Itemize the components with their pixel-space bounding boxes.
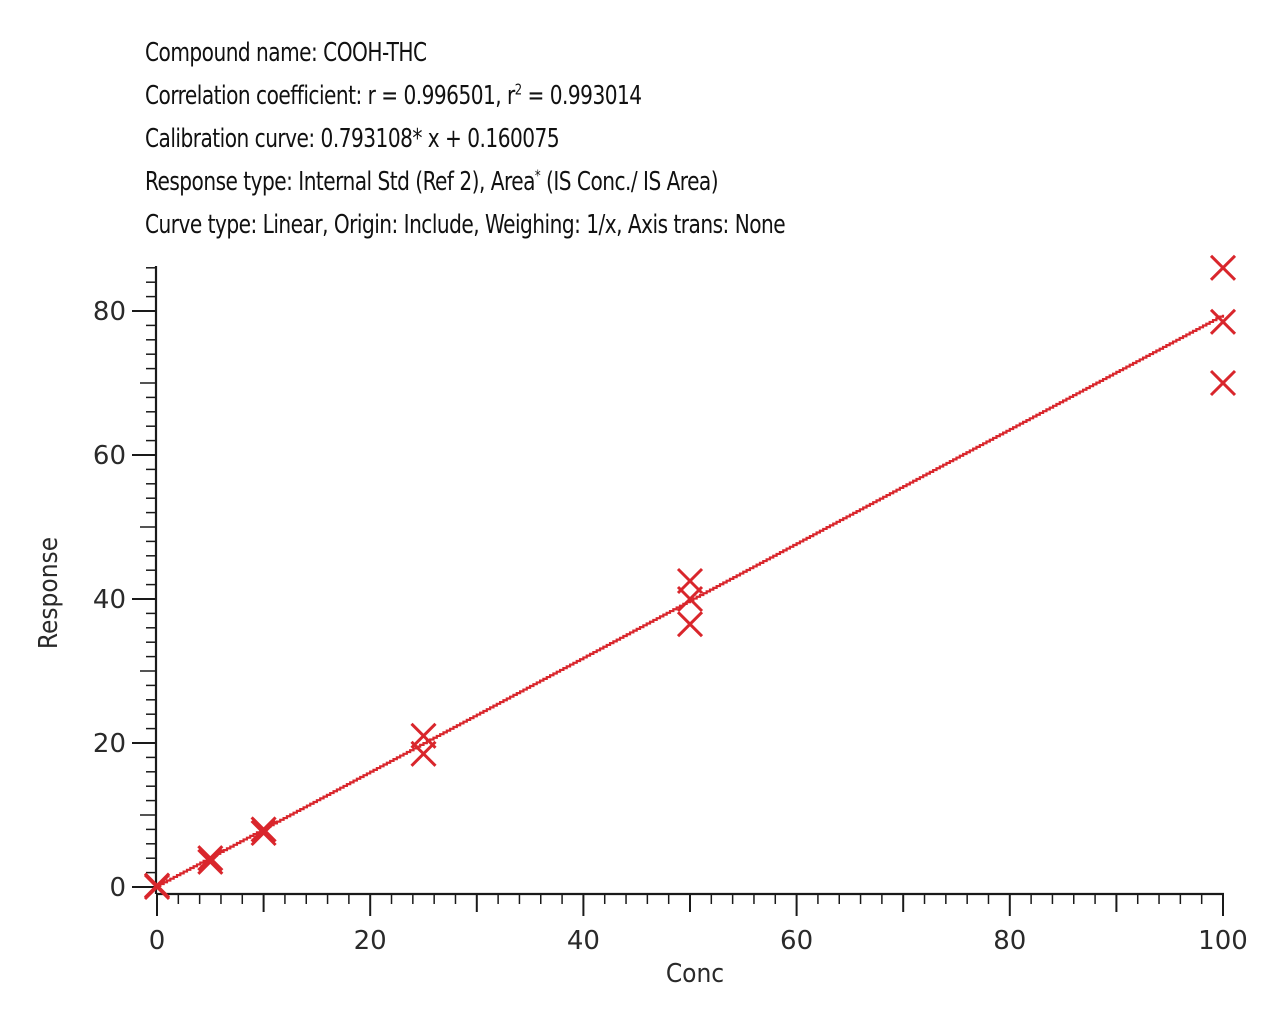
response-superscript: * bbox=[534, 166, 541, 185]
y-axis-title: Response bbox=[34, 537, 64, 649]
data-point-marker bbox=[250, 819, 277, 847]
correlation-prefix: Correlation coefficient: r = 0.996501, r bbox=[145, 81, 515, 111]
compound-name: Compound name: COOH-THC bbox=[145, 38, 427, 68]
y-tick-label: 40 bbox=[93, 585, 126, 615]
data-point-marker bbox=[1209, 254, 1237, 281]
data-point-marker bbox=[676, 567, 704, 595]
marker-stroke bbox=[250, 819, 277, 847]
x-tick-label: 60 bbox=[780, 926, 813, 956]
marker-stroke bbox=[676, 611, 704, 638]
calibration-curve: Calibration curve: 0.793108* x + 0.16007… bbox=[145, 124, 560, 154]
chart-header: Compound name: COOH-THC Correlation coef… bbox=[145, 32, 889, 247]
correlation-suffix: = 0.993014 bbox=[521, 81, 643, 111]
axes: 0 20 40 60 80 100 0 20 40 60 80 bbox=[93, 266, 1248, 956]
data-point-marker bbox=[1209, 369, 1237, 397]
x-tick-label: 80 bbox=[993, 926, 1026, 956]
data-point-marker bbox=[410, 722, 437, 749]
y-tick-label: 20 bbox=[93, 729, 126, 759]
x-tick-label: 0 bbox=[149, 926, 166, 956]
curve-type: Curve type: Linear, Origin: Include, Wei… bbox=[145, 210, 786, 240]
response-type: Response type: Internal Std (Ref 2), Are… bbox=[145, 161, 785, 204]
y-tick-label: 60 bbox=[93, 441, 126, 471]
x-tick-label: 100 bbox=[1198, 926, 1248, 956]
y-tick-label: 0 bbox=[109, 873, 126, 903]
data-point-marker bbox=[197, 848, 224, 875]
response-suffix: (IS Conc./ IS Area) bbox=[540, 167, 719, 197]
marker-stroke bbox=[197, 845, 224, 872]
marker-stroke bbox=[1209, 308, 1237, 335]
y-tick-label: 80 bbox=[93, 297, 126, 327]
x-tick-label: 20 bbox=[354, 926, 387, 956]
data-point-marker bbox=[197, 845, 224, 872]
correlation-superscript: 2 bbox=[514, 80, 522, 99]
marker-stroke bbox=[676, 567, 704, 595]
response-prefix: Response type: Internal Std (Ref 2), Are… bbox=[145, 167, 535, 197]
marker-stroke bbox=[410, 722, 437, 749]
correlation-coefficient: Correlation coefficient: r = 0.996501, r… bbox=[145, 75, 785, 118]
data-point-marker bbox=[143, 872, 171, 899]
x-axis-title: Conc bbox=[666, 959, 724, 989]
marker-stroke bbox=[250, 816, 277, 843]
data-point-marker bbox=[1209, 308, 1237, 335]
marker-stroke bbox=[1209, 254, 1237, 281]
marker-stroke bbox=[143, 872, 171, 899]
data-point-marker bbox=[250, 816, 277, 843]
marker-stroke bbox=[197, 848, 224, 875]
data-point-marker bbox=[676, 611, 704, 638]
x-tick-label: 40 bbox=[567, 926, 600, 956]
points-group bbox=[143, 254, 1237, 901]
marker-stroke bbox=[1209, 369, 1237, 397]
